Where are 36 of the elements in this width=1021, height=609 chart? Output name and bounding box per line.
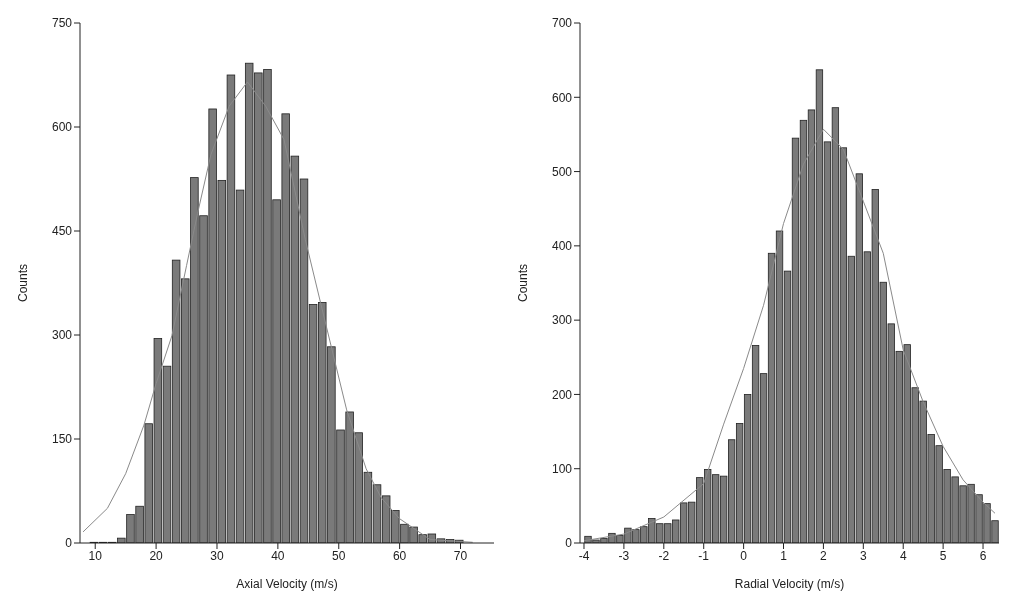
x-tick-label: -1 xyxy=(698,548,710,563)
x-tick-label: 20 xyxy=(149,548,164,563)
x-tick-label: 10 xyxy=(88,548,103,563)
y-tick-label: 600 xyxy=(551,90,573,105)
x-tick-label: 30 xyxy=(210,548,224,563)
y-tick-label: 300 xyxy=(51,328,73,343)
x-axis-title: Axial Velocity (m/s) xyxy=(236,577,338,591)
y-tick-label: 400 xyxy=(551,239,573,254)
x-tick-label: 1 xyxy=(780,548,788,563)
y-tick-label: 200 xyxy=(551,387,573,402)
x-tick-label: 60 xyxy=(392,548,407,563)
y-axis-title: Counts xyxy=(16,263,31,303)
x-tick-label: 2 xyxy=(820,548,828,563)
y-tick-label: 100 xyxy=(551,461,573,476)
y-tick-label: 300 xyxy=(551,313,573,328)
x-tick-label: 5 xyxy=(939,548,947,563)
y-tick-label: 750 xyxy=(51,16,73,31)
x-tick-label: -3 xyxy=(618,548,630,563)
x-tick-label: 6 xyxy=(979,548,987,563)
y-tick-label: 600 xyxy=(51,120,73,135)
x-tick-label: 50 xyxy=(332,548,346,563)
x-axis-title: Radial Velocity (m/s) xyxy=(734,577,845,591)
y-tick-label: 0 xyxy=(65,536,73,551)
x-tick-label: 40 xyxy=(271,548,285,563)
x-tick-label: -2 xyxy=(658,548,670,563)
y-tick-label: 0 xyxy=(565,536,573,551)
y-tick-label: 500 xyxy=(551,164,573,179)
x-tick-label: 3 xyxy=(859,548,867,563)
x-tick-label: 0 xyxy=(740,548,748,563)
x-tick-label: 70 xyxy=(453,548,468,563)
x-tick-label: -4 xyxy=(578,548,590,563)
y-axis-title: Counts xyxy=(516,263,531,303)
x-tick-label: 4 xyxy=(899,548,907,563)
y-tick-label: 700 xyxy=(551,16,573,31)
y-tick-label: 450 xyxy=(51,224,73,239)
y-tick-label: 150 xyxy=(51,432,73,447)
